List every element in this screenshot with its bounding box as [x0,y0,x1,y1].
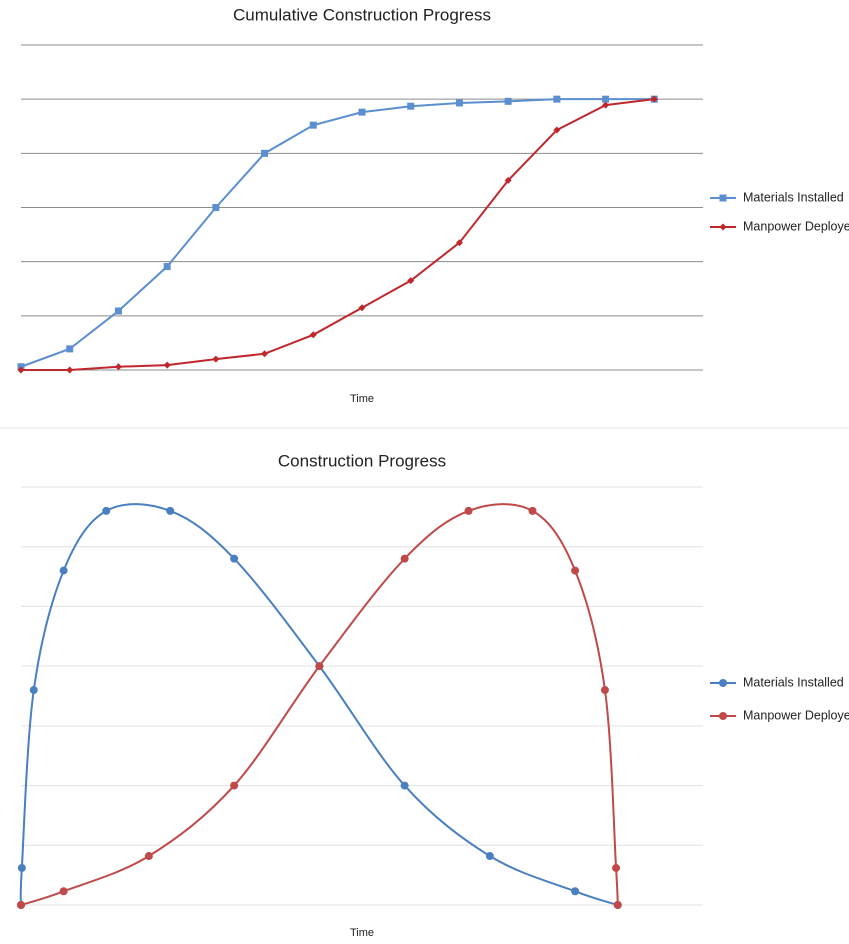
marker [230,781,239,790]
marker [358,108,366,116]
marker [455,239,463,247]
x-axis-title: Time [350,393,374,405]
legend-label: Manpower Deployed [743,219,849,233]
x-axis-title: Time [350,927,374,939]
marker [309,121,317,129]
series-line [21,98,655,371]
legend-marker [719,712,727,720]
marker [600,686,609,695]
marker [504,97,512,105]
marker [613,901,622,909]
marker [114,307,122,315]
marker [504,176,512,184]
chart-title: Construction Progress [278,451,446,470]
marker [17,366,25,374]
marker [59,887,68,896]
legend-marker [719,679,727,687]
marker [17,863,26,872]
marker [144,852,153,861]
marker [528,506,537,515]
legend-label: Materials Installed [743,190,844,204]
marker [17,901,25,909]
marker [66,345,74,353]
marker [163,361,171,369]
marker [407,277,415,285]
legend-marker [719,223,727,231]
marker [358,304,366,312]
marker [455,99,463,107]
marker [571,887,580,896]
marker [59,566,68,575]
marker [114,363,122,371]
marker [29,686,38,695]
marker [407,102,415,110]
series-line [20,98,655,368]
legend-label: Materials Installed [743,675,844,689]
marker [163,263,171,271]
marker [553,95,561,103]
marker [315,662,324,671]
marker [553,126,561,134]
marker [230,554,239,563]
marker [612,863,621,872]
marker [650,95,658,103]
marker [485,852,494,861]
marker [261,149,269,157]
marker [400,554,409,563]
marker [602,101,610,109]
marker [261,350,269,358]
chart-title: Cumulative Construction Progress [233,5,491,24]
marker [212,355,220,363]
marker [309,331,317,339]
legend-label: Manpower Deployed [743,708,849,722]
marker [212,204,220,211]
marker [102,506,111,515]
marker [464,506,473,515]
marker [66,366,74,374]
marker [400,781,409,790]
marker [602,95,610,103]
marker [571,566,580,575]
marker [166,506,175,515]
legend-marker [719,194,727,202]
